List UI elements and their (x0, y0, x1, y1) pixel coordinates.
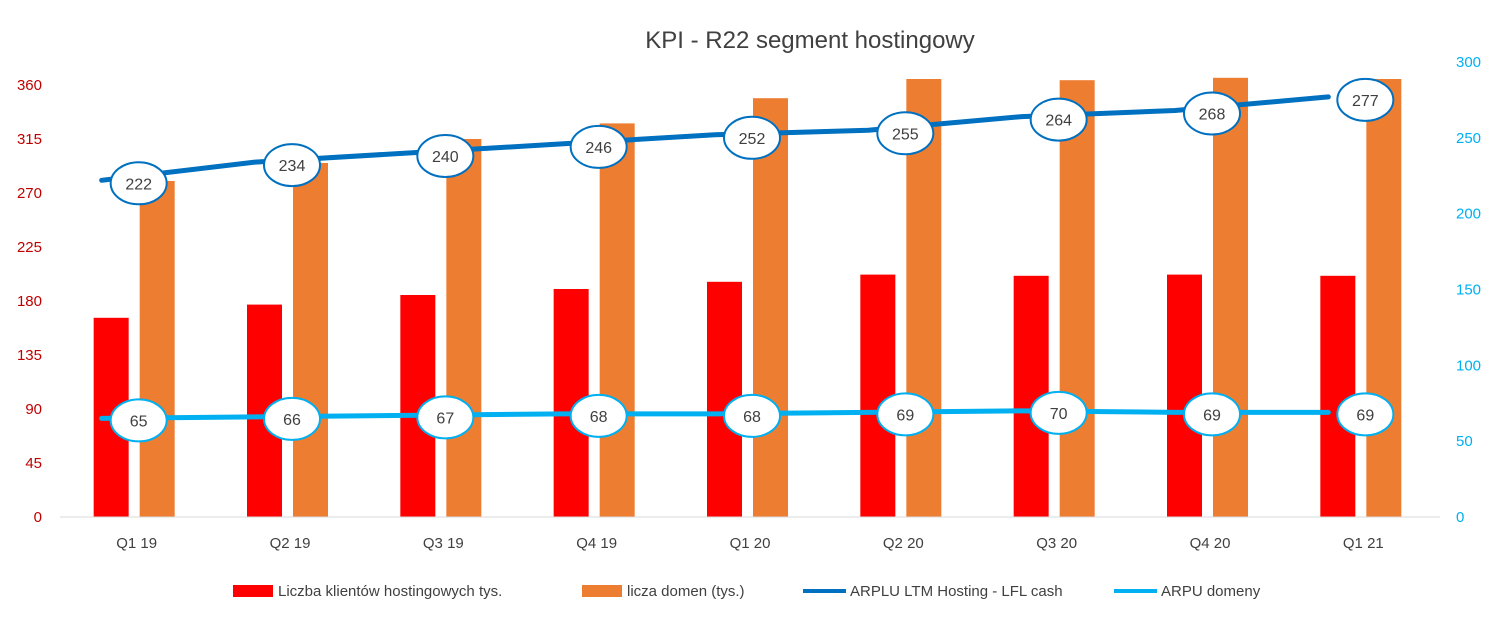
data-label-1-3: 68 (590, 409, 608, 426)
right-axis: 0 50 100 150 200 250 300 (1456, 54, 1481, 526)
data-label-0-2: 240 (432, 149, 459, 166)
data-label-bubble-1-6 (1029, 390, 1088, 435)
legend-label-0: Liczba klientów hostingowych tys. (278, 583, 502, 600)
data-label-bubble-1-7 (1183, 392, 1241, 437)
data-label-bubble-0-2 (416, 134, 475, 178)
chart-title: KPI - R22 segment hostingowy (645, 27, 975, 54)
right-tick-label-2: 100 (1456, 357, 1481, 374)
bar-series-1-8 (1366, 79, 1402, 517)
bar-series-1-3 (599, 123, 635, 518)
data-label-0-1: 234 (279, 158, 306, 175)
data-label-bubble-1-1 (263, 396, 321, 441)
left-tick-label-5: 225 (17, 239, 42, 256)
x-tick-label-4: Q1 20 (730, 535, 771, 552)
right-tick-label-0: 0 (1456, 509, 1464, 526)
data-label-0-7: 268 (1199, 107, 1226, 124)
bar-series-0-7 (1167, 274, 1202, 517)
x-tick-label-2: Q3 19 (423, 535, 464, 552)
legend-swatch-0 (233, 585, 273, 597)
legend-label-3: ARPU domeny (1161, 583, 1261, 600)
data-label-1-2: 67 (436, 410, 454, 427)
data-label-0-5: 255 (892, 126, 919, 143)
data-label-1-1: 66 (283, 412, 301, 429)
data-label-0-8: 277 (1352, 93, 1379, 110)
data-label-bubble-0-5 (876, 111, 935, 156)
data-label-bubble-0-4 (723, 115, 781, 160)
x-tick-label-5: Q2 20 (883, 535, 924, 552)
x-tick-label-1: Q2 19 (270, 535, 311, 552)
x-tick-label-7: Q4 20 (1190, 535, 1231, 552)
right-tick-label-4: 200 (1456, 206, 1481, 223)
data-label-1-6: 70 (1050, 406, 1068, 423)
legend-label-1: licza domen (tys.) (627, 583, 745, 600)
data-label-0-6: 264 (1045, 113, 1072, 130)
legend-swatch-1 (582, 585, 622, 597)
x-tick-label-8: Q1 21 (1343, 535, 1384, 552)
bar-series-1-0 (139, 181, 175, 517)
x-tick-label-6: Q3 20 (1036, 535, 1077, 552)
legend-label-2: ARPLU LTM Hosting - LFL cash (850, 583, 1063, 600)
left-axis: 0 45 90 135 180 225 270 315 360 (17, 77, 42, 526)
data-label-bubble-1-8 (1336, 392, 1395, 437)
data-label-bubble-1-4 (723, 393, 781, 438)
left-tick-label-2: 90 (25, 401, 42, 418)
data-label-bubble-1-3 (569, 393, 628, 438)
data-label-0-0: 222 (125, 176, 152, 193)
left-tick-label-7: 315 (17, 131, 42, 148)
data-label-1-5: 69 (896, 407, 914, 424)
right-tick-label-6: 300 (1456, 54, 1481, 71)
data-label-bubble-0-0 (109, 161, 168, 206)
data-label-1-0: 65 (130, 413, 148, 430)
right-tick-label-1: 50 (1456, 433, 1473, 450)
bar-series-0-5 (860, 274, 896, 517)
data-label-1-4: 68 (743, 409, 761, 426)
data-label-bubble-0-3 (569, 124, 628, 169)
x-axis: Q1 19 Q2 19 Q3 19 Q4 19 Q1 20 Q2 20 Q3 20 Q4 20… (116, 535, 1384, 552)
left-tick-label-3: 135 (17, 347, 42, 364)
data-label-bubble-1-0 (109, 398, 168, 443)
bar-series-1-4 (753, 98, 788, 517)
x-tick-label-3: Q4 19 (576, 535, 617, 552)
x-tick-label-0: Q1 19 (116, 535, 157, 552)
left-tick-label-4: 180 (17, 293, 42, 310)
data-label-0-4: 252 (739, 131, 766, 148)
legend: Liczba klientów hostingowych tys. licza d… (233, 583, 1261, 600)
data-labels: 222 234 240 246 252 255 264 268 277 65 66 67 68 68 69 7… (109, 77, 1395, 443)
bar-series-1-6 (1059, 80, 1095, 517)
left-tick-label-1: 45 (25, 455, 42, 472)
left-tick-label-6: 270 (17, 185, 42, 202)
bars (93, 77, 1402, 518)
left-tick-label-8: 360 (17, 77, 42, 94)
data-label-0-3: 246 (585, 140, 612, 157)
data-label-bubble-0-7 (1183, 91, 1241, 136)
right-tick-label-5: 250 (1456, 130, 1481, 147)
data-label-bubble-0-8 (1336, 77, 1395, 122)
data-label-1-8: 69 (1356, 407, 1374, 424)
bar-series-1-2 (446, 139, 482, 517)
data-label-bubble-0-6 (1029, 97, 1088, 142)
bar-series-1-1 (293, 163, 328, 517)
data-label-bubble-0-1 (263, 143, 321, 188)
data-label-1-7: 69 (1203, 407, 1221, 424)
left-tick-label-0: 0 (34, 509, 42, 526)
right-tick-label-3: 150 (1456, 282, 1481, 299)
data-label-bubble-1-5 (876, 392, 935, 437)
data-label-bubble-1-2 (416, 395, 475, 440)
bar-series-1-7 (1213, 77, 1248, 518)
